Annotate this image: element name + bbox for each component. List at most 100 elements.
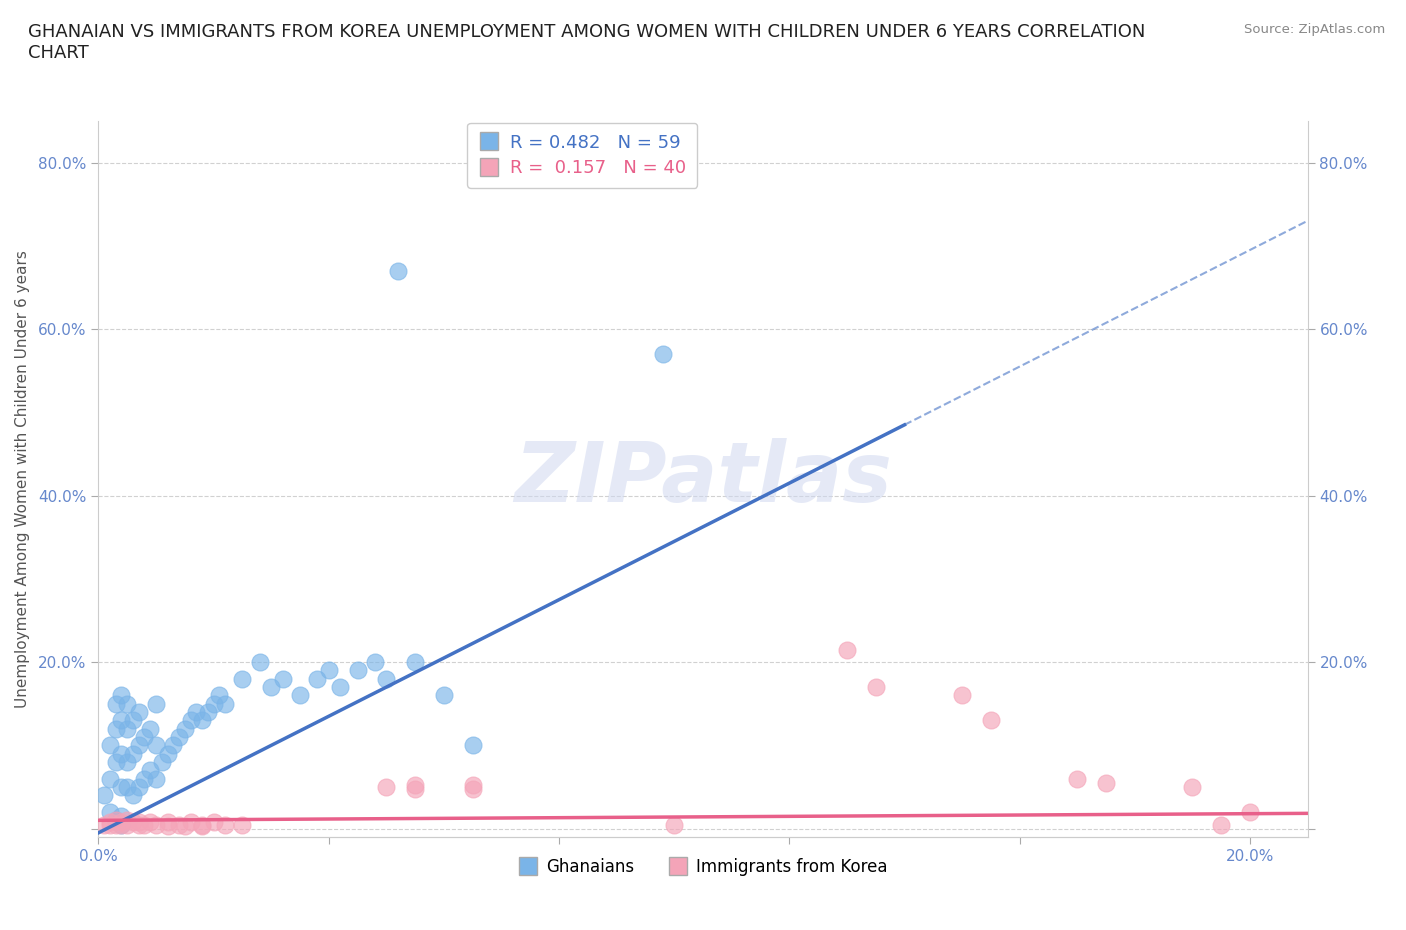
Point <box>950 688 973 703</box>
Point <box>1095 776 1118 790</box>
Point <box>375 779 398 794</box>
Point <box>115 817 138 832</box>
Point <box>186 705 208 720</box>
Point <box>1181 779 1204 794</box>
Point <box>664 817 686 832</box>
Point <box>115 697 138 711</box>
Point <box>375 671 398 686</box>
Point <box>156 815 179 830</box>
Point <box>191 817 214 832</box>
Point <box>122 746 145 761</box>
Point <box>288 688 311 703</box>
Point <box>110 713 132 728</box>
Point <box>122 713 145 728</box>
Point <box>1066 771 1088 786</box>
Point <box>208 688 231 703</box>
Point <box>214 697 236 711</box>
Point <box>110 817 132 832</box>
Point <box>104 754 127 769</box>
Point <box>98 771 121 786</box>
Point <box>134 730 156 745</box>
Point <box>104 817 127 832</box>
Point <box>162 738 184 753</box>
Point <box>110 817 132 832</box>
Point <box>145 738 167 753</box>
Point <box>1211 817 1233 832</box>
Point <box>115 754 138 769</box>
Point <box>139 722 162 737</box>
Point <box>318 663 340 678</box>
Point <box>115 813 138 828</box>
Point <box>134 817 156 832</box>
Point <box>214 817 236 832</box>
Point <box>167 817 190 832</box>
Point <box>115 722 138 737</box>
Point <box>150 754 173 769</box>
Point <box>346 663 368 678</box>
Point <box>128 705 150 720</box>
Point <box>404 655 426 670</box>
Point <box>128 779 150 794</box>
Point <box>461 777 484 792</box>
Point <box>98 815 121 830</box>
Point <box>202 697 225 711</box>
Point <box>98 804 121 819</box>
Point <box>835 643 858 658</box>
Point <box>110 688 132 703</box>
Point <box>231 671 253 686</box>
Point <box>98 738 121 753</box>
Point <box>110 815 132 830</box>
Point <box>93 817 115 832</box>
Point <box>364 655 387 670</box>
Point <box>180 713 202 728</box>
Point <box>260 680 283 695</box>
Point <box>134 771 156 786</box>
Point <box>865 680 887 695</box>
Point <box>115 779 138 794</box>
Text: GHANAIAN VS IMMIGRANTS FROM KOREA UNEMPLOYMENT AMONG WOMEN WITH CHILDREN UNDER 6: GHANAIAN VS IMMIGRANTS FROM KOREA UNEMPL… <box>28 23 1146 62</box>
Point <box>404 777 426 792</box>
Point <box>139 763 162 777</box>
Text: Source: ZipAtlas.com: Source: ZipAtlas.com <box>1244 23 1385 36</box>
Point <box>191 713 214 728</box>
Point <box>167 730 190 745</box>
Point <box>145 771 167 786</box>
Point <box>128 817 150 832</box>
Point <box>145 817 167 832</box>
Point <box>197 705 219 720</box>
Point <box>173 722 195 737</box>
Point <box>156 818 179 833</box>
Point <box>202 815 225 830</box>
Point <box>110 779 132 794</box>
Point <box>249 655 271 670</box>
Point <box>156 746 179 761</box>
Text: ZIPatlas: ZIPatlas <box>515 438 891 520</box>
Point <box>98 817 121 832</box>
Point <box>110 809 132 824</box>
Point <box>461 781 484 796</box>
Point <box>139 815 162 830</box>
Y-axis label: Unemployment Among Women with Children Under 6 years: Unemployment Among Women with Children U… <box>15 250 30 708</box>
Point <box>461 738 484 753</box>
Point <box>110 746 132 761</box>
Point <box>104 813 127 828</box>
Point <box>433 688 456 703</box>
Point <box>191 818 214 833</box>
Point <box>122 788 145 803</box>
Point <box>104 697 127 711</box>
Point <box>128 738 150 753</box>
Point <box>329 680 352 695</box>
Point <box>307 671 329 686</box>
Point <box>128 815 150 830</box>
Point <box>1239 804 1261 819</box>
Point <box>404 781 426 796</box>
Point <box>93 788 115 803</box>
Legend: Ghanaians, Immigrants from Korea: Ghanaians, Immigrants from Korea <box>512 851 894 883</box>
Point <box>231 817 253 832</box>
Point <box>173 818 195 833</box>
Point <box>145 697 167 711</box>
Point <box>104 722 127 737</box>
Point <box>122 815 145 830</box>
Point <box>180 815 202 830</box>
Point <box>271 671 294 686</box>
